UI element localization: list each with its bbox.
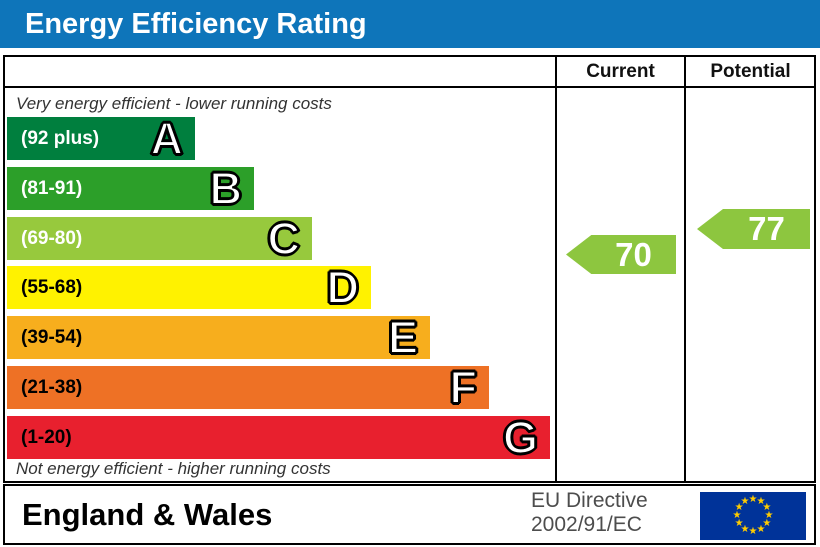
band-f: (21-38) F — [7, 362, 489, 413]
band-d-letter: D — [326, 262, 360, 313]
eu-directive-line1: EU Directive — [531, 489, 648, 512]
band-a: (92 plus) A — [7, 113, 195, 164]
band-b-letter: B — [209, 163, 243, 214]
eu-flag-star: ★ — [732, 510, 742, 521]
band-c-range: (69-80) — [21, 227, 83, 249]
band-e-range: (39-54) — [21, 326, 83, 348]
band-c: (69-80) C — [7, 213, 312, 264]
band-e: (39-54) E — [7, 312, 430, 363]
band-f-letter: F — [449, 362, 478, 413]
eu-flag-star: ★ — [748, 494, 758, 505]
region-label: England & Wales — [22, 497, 273, 532]
current-column-header: Current — [586, 61, 655, 82]
eu-flag-star: ★ — [748, 526, 758, 537]
band-a-range: (92 plus) — [21, 127, 100, 149]
eu-flag-star: ★ — [762, 502, 772, 513]
band-a-letter: A — [150, 113, 184, 164]
band-g: (1-20) G — [7, 412, 550, 463]
band-d-range: (55-68) — [21, 276, 83, 298]
eu-flag-star: ★ — [734, 502, 744, 513]
page-title: Energy Efficiency Rating — [25, 8, 367, 40]
bottom-note: Not energy efficient - higher running co… — [16, 459, 331, 478]
band-f-range: (21-38) — [21, 376, 83, 398]
eu-directive-label: EU Directive 2002/91/EC — [531, 489, 648, 537]
band-g-letter: G — [502, 412, 539, 463]
potential-column-header: Potential — [710, 61, 791, 82]
footer-box — [3, 484, 816, 545]
band-b: (81-91) B — [7, 163, 254, 214]
eu-flag-star: ★ — [764, 510, 774, 521]
eu-flag-star: ★ — [740, 523, 750, 535]
eu-flag-star: ★ — [762, 518, 772, 529]
eu-flag-star: ★ — [734, 518, 744, 529]
eu-flag-star: ★ — [756, 496, 766, 508]
band-b-range: (81-91) — [21, 177, 83, 199]
current-rating-arrow: 70 — [566, 235, 676, 274]
band-d: (55-68) D — [7, 262, 371, 313]
band-g-range: (1-20) — [21, 426, 72, 448]
top-note: Very energy efficient - lower running co… — [16, 94, 332, 113]
potential-rating-arrow: 77 — [697, 209, 810, 249]
eu-flag-star: ★ — [740, 496, 750, 508]
column-divider-potential — [684, 55, 686, 483]
header-divider-line — [3, 86, 816, 88]
title-bar: Energy Efficiency Rating — [0, 0, 820, 48]
band-c-letter: C — [267, 213, 301, 264]
band-e-letter: E — [387, 312, 419, 363]
column-divider-current — [555, 55, 557, 483]
eu-directive-line2: 2002/91/EC — [531, 513, 642, 536]
eu-flag-star: ★ — [756, 523, 766, 535]
eu-flag: ★ ★ ★ ★ ★ ★ ★ ★ ★ ★ ★ ★ — [700, 492, 806, 540]
